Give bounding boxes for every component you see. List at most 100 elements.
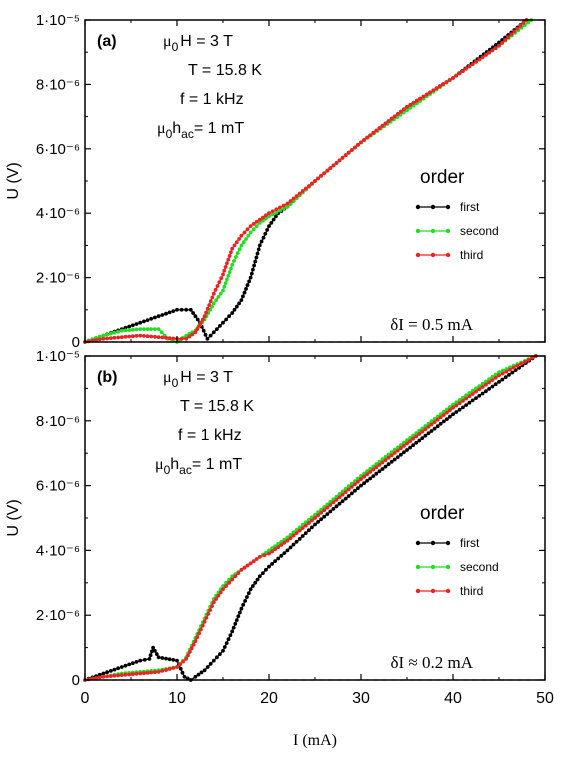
legend: order first second third (415, 503, 499, 598)
data-point (190, 332, 195, 337)
data-point (138, 320, 143, 325)
data-point (160, 669, 165, 673)
data-point (145, 334, 150, 339)
series-third (83, 18, 529, 344)
data-point (108, 669, 113, 673)
data-point (328, 166, 333, 171)
data-point (119, 665, 124, 669)
data-point (281, 206, 286, 211)
data-point (171, 658, 176, 662)
data-point (297, 191, 302, 196)
y-tick-label: 4·10⁻⁶ (36, 205, 80, 222)
data-point (234, 240, 239, 245)
data-point (105, 332, 109, 337)
data-point (239, 243, 244, 248)
data-point (457, 398, 462, 402)
data-point (127, 662, 132, 667)
y-axis-label: U (V) (5, 499, 22, 536)
data-point (248, 275, 253, 280)
data-point (262, 553, 267, 558)
data-point (251, 559, 256, 564)
data-point (142, 334, 146, 338)
data-point (224, 641, 229, 645)
data-point (244, 237, 248, 241)
data-point (219, 276, 224, 281)
data-point (307, 521, 311, 525)
data-point (399, 443, 403, 447)
data-point (237, 247, 242, 252)
data-point (480, 391, 485, 396)
data-point (500, 377, 505, 382)
x-tick-label: 40 (444, 690, 462, 707)
data-point (211, 301, 216, 306)
data-point (167, 336, 172, 340)
data-point (294, 531, 299, 535)
data-point (226, 637, 231, 642)
data-point (467, 394, 472, 399)
data-point (186, 653, 190, 658)
data-point (359, 474, 363, 478)
data-point (511, 365, 516, 370)
legend-marker (415, 564, 421, 570)
data-point (431, 88, 436, 93)
data-point (214, 597, 219, 601)
data-point (123, 325, 128, 330)
data-point (178, 662, 183, 667)
data-point (415, 98, 419, 103)
legend-marker (430, 588, 436, 594)
legend-marker (445, 564, 451, 570)
data-point (474, 396, 478, 400)
data-point (94, 676, 98, 680)
data-point (112, 330, 117, 335)
data-point (303, 186, 308, 191)
data-point (153, 327, 157, 331)
y-tick-label: 6·10⁻⁶ (36, 478, 80, 495)
data-point (276, 545, 281, 550)
annotation-line: f = 1 kHz (180, 91, 244, 108)
data-point (200, 623, 205, 628)
data-point (184, 336, 189, 341)
data-point (392, 457, 397, 462)
data-point (457, 401, 462, 406)
data-point (508, 367, 512, 372)
data-point (497, 40, 501, 45)
data-point (232, 307, 237, 312)
data-point (322, 508, 327, 513)
series-first (83, 354, 538, 682)
data-point (105, 336, 109, 341)
data-point (408, 439, 412, 443)
data-point (325, 505, 330, 510)
data-point (399, 452, 403, 457)
data-point (273, 544, 277, 548)
data-point (239, 298, 244, 302)
panel-label: (a) (97, 33, 117, 50)
data-point (239, 233, 244, 238)
data-point (245, 563, 250, 568)
data-point (167, 657, 172, 662)
data-point (313, 179, 317, 183)
data-point (447, 78, 452, 82)
data-point (160, 656, 165, 660)
data-point (149, 670, 154, 675)
legend-title: order (420, 167, 465, 188)
data-point (444, 80, 449, 84)
data-point (371, 464, 376, 469)
data-point (337, 492, 342, 496)
data-point (150, 649, 154, 654)
delta-i-label: δI = 0.5 mA (390, 315, 473, 334)
data-point (221, 587, 225, 592)
data-point (371, 467, 376, 472)
data-point (497, 380, 501, 384)
data-point (411, 103, 416, 108)
data-point (182, 674, 187, 679)
data-point (211, 600, 216, 605)
data-point (203, 332, 208, 337)
data-point (243, 599, 248, 603)
data-point (426, 431, 431, 436)
data-point (408, 436, 412, 440)
data-point (130, 334, 135, 339)
data-point (515, 363, 520, 368)
data-point (497, 43, 501, 48)
data-point (328, 509, 333, 514)
legend-item-first: first (415, 536, 480, 550)
